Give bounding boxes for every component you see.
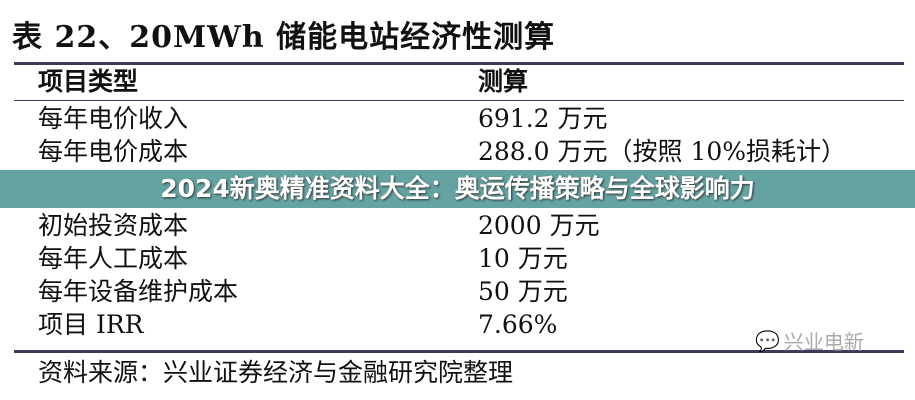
watermark: 💬 兴业电新 (755, 326, 864, 355)
header-type: 项目类型 (38, 67, 139, 96)
row-label: 每年电价收入 (38, 104, 189, 133)
top-rule (14, 62, 904, 65)
row-value: 50 万元 (478, 277, 568, 306)
row-value: 7.66% (478, 310, 558, 339)
row-label: 每年设备维护成本 (38, 277, 239, 306)
watermark-text: 兴业电新 (783, 330, 864, 354)
row-value: 10 万元 (478, 244, 568, 273)
row-label: 每年人工成本 (38, 244, 189, 273)
headline-banner[interactable]: 2024新奥精准资料大全：奥运传播策略与全球影响力 (0, 170, 915, 208)
source-note: 资料来源：兴业证券经济与金融研究院整理 (38, 358, 514, 387)
row-value: 691.2 万元 (478, 104, 608, 133)
row-label: 每年电价成本 (38, 137, 189, 166)
header-estimate: 测算 (478, 67, 529, 96)
bottom-rule (14, 350, 904, 353)
row-value: 288.0 万元（按照 10%损耗计） (478, 137, 847, 166)
headline-text: 2024新奥精准资料大全：奥运传播策略与全球影响力 (160, 174, 755, 203)
header-rule (14, 100, 904, 101)
row-label: 项目 IRR (38, 310, 144, 339)
row-label: 初始投资成本 (38, 211, 189, 240)
wechat-icon: 💬 (755, 328, 780, 353)
table-title: 表 22、20MWh 储能电站经济性测算 (12, 20, 556, 55)
row-value: 2000 万元 (478, 211, 600, 240)
